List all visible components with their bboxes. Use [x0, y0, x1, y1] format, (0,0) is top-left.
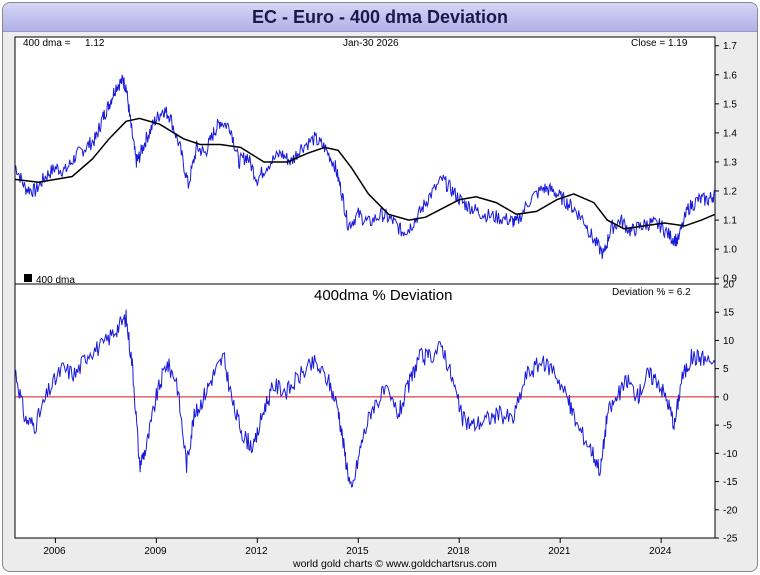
deviation-y-tick-label: -20 [723, 505, 738, 516]
deviation-y-tick-label: -25 [723, 534, 738, 545]
price-y-tick-label: 1.0 [723, 245, 737, 256]
legend-swatch [24, 274, 32, 282]
price-panel [14, 36, 716, 285]
chart-title: EC - Euro - 400 dma Deviation [251, 7, 509, 27]
price-y-tick-label: 1.1 [723, 216, 737, 227]
deviation-y-tick-label: -15 [723, 477, 738, 488]
price-plot [14, 74, 716, 259]
deviation-subtitle: 400dma % Deviation [314, 287, 452, 304]
deviation-y-axis: 20 15 10 5 0 -5 -10 -15 -20 -25 [715, 280, 738, 545]
price-y-tick-label: 0.9 [723, 274, 737, 285]
x-tick-label: 2009 [144, 546, 167, 557]
price-y-tick-label: 1.5 [723, 99, 737, 110]
deviation-readout: Deviation % = 6.2 [612, 287, 691, 298]
x-tick-label: 2012 [245, 546, 268, 557]
deviation-panel [14, 283, 716, 539]
deviation-y-tick-label: 15 [723, 308, 735, 319]
date-label: Jan-30 2026 [343, 38, 399, 49]
deviation-y-tick-label: 20 [723, 280, 735, 291]
price-y-tick-label: 1.6 [723, 70, 737, 81]
price-y-tick-label: 1.7 [723, 41, 737, 52]
dma-value: 1.12 [85, 38, 105, 49]
dma-label: 400 dma = [23, 38, 71, 49]
x-tick-label: 2015 [346, 546, 369, 557]
title-bar: EC - Euro - 400 dma Deviation [3, 3, 757, 32]
deviation-y-tick-label: 10 [723, 336, 735, 347]
x-tick-label: 2006 [43, 546, 66, 557]
dma-series-line [14, 117, 716, 230]
deviation-y-tick-label: -5 [723, 421, 732, 432]
x-tick-label: 2021 [548, 546, 571, 557]
deviation-series-line [14, 309, 716, 488]
price-series-line [14, 74, 716, 259]
legend-dma-label: 400 dma [36, 275, 75, 286]
x-tick-label: 2024 [649, 546, 672, 557]
deviation-y-tick-label: 0 [723, 392, 729, 403]
deviation-plot [14, 309, 716, 488]
price-y-axis: 0.9 1.0 1.1 1.2 1.3 1.4 1.5 1.6 1.7 [715, 41, 737, 285]
footer-credit: world gold charts © www.goldchartsrus.co… [292, 558, 497, 570]
x-axis: 2006 2009 2012 2015 2018 2021 2024 [43, 538, 672, 557]
price-y-tick-label: 1.3 [723, 157, 737, 168]
deviation-y-tick-label: -10 [723, 449, 738, 460]
price-y-tick-label: 1.4 [723, 128, 737, 139]
deviation-y-tick-label: 5 [723, 364, 729, 375]
price-y-tick-label: 1.2 [723, 187, 737, 198]
close-label: Close = 1.19 [631, 38, 688, 49]
x-tick-label: 2018 [447, 546, 470, 557]
